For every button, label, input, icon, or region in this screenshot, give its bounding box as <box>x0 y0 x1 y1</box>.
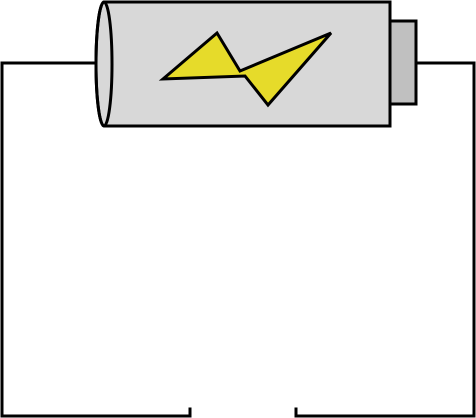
wire-right <box>294 61 476 418</box>
battery-terminal <box>386 19 418 106</box>
wire-loop <box>0 61 476 418</box>
battery-end-cap <box>94 0 114 128</box>
battery-body <box>94 0 392 128</box>
wire-left <box>0 61 192 418</box>
lightning-bolt-icon <box>158 30 333 108</box>
battery <box>94 0 418 128</box>
